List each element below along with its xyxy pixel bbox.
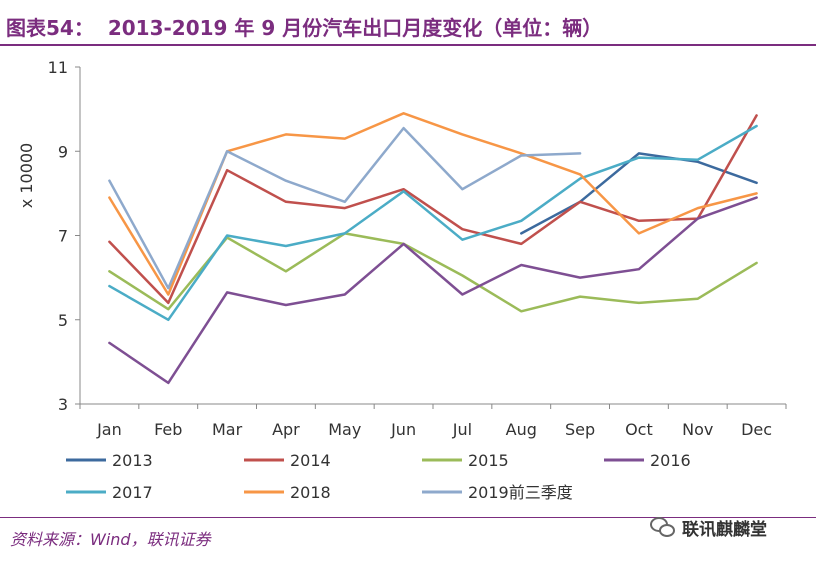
y-tick-label: 9 (58, 142, 68, 161)
y-axis-label: x 10000 (17, 143, 36, 208)
x-tick-label: Jul (452, 420, 472, 439)
legend-label: 2015 (468, 451, 509, 470)
x-tick-label: Jan (96, 420, 122, 439)
title-divider (0, 44, 816, 46)
x-tick-label: Sep (565, 420, 595, 439)
series-line-2017 (108, 124, 758, 322)
x-tick-label: Oct (625, 420, 653, 439)
legend-label: 2017 (112, 483, 153, 502)
x-tick-label: May (328, 420, 361, 439)
source-note: 资料来源：Wind，联讯证券 (10, 530, 211, 549)
x-tick-label: Apr (272, 420, 300, 439)
series-line-2013 (520, 152, 758, 235)
x-tick-label: Dec (741, 420, 772, 439)
chart-number: 图表54： (6, 16, 94, 40)
watermark: 联讯麒麟堂 (650, 514, 767, 540)
footer-divider (0, 517, 816, 518)
legend-label: 2014 (290, 451, 331, 470)
legend-label: 2018 (290, 483, 331, 502)
series-line-2014 (108, 114, 758, 305)
x-tick-label: Aug (506, 420, 537, 439)
series-line-2018 (108, 112, 758, 296)
watermark-text: 联讯麒麟堂 (682, 519, 767, 540)
legend-label: 2013 (112, 451, 153, 470)
x-tick-label: Feb (154, 420, 182, 439)
legend-label: 2019前三季度 (468, 483, 573, 502)
y-tick-label: 3 (58, 395, 68, 414)
x-tick-label: Jun (390, 420, 416, 439)
chart-title-text: 2013-2019 年 9 月份汽车出口月度变化（单位：辆） (107, 16, 603, 40)
chart-title: 图表54： 2013-2019 年 9 月份汽车出口月度变化（单位：辆） (6, 12, 806, 41)
line-chart: 3 5 7 9 11 Jan Feb Mar Apr May Jun Jul Aug Sep Oct Nov D… (17, 58, 787, 502)
series-line-2015 (108, 232, 758, 313)
x-tick-label: Nov (682, 420, 713, 439)
y-tick-label: 7 (58, 227, 68, 246)
legend-label: 2016 (650, 451, 691, 470)
x-tick-label: Mar (212, 420, 243, 439)
y-tick-label: 5 (58, 311, 68, 330)
wechat-icon (650, 517, 676, 537)
series-line-2016 (108, 196, 758, 385)
y-tick-label: 11 (48, 58, 68, 77)
series-line-2019前三季度 (108, 126, 582, 290)
